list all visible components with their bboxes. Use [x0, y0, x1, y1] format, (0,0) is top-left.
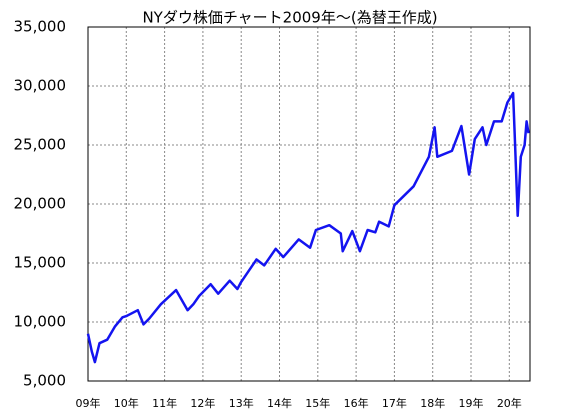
x-tick-label: 14年 — [267, 396, 292, 410]
x-tick-label: 09年 — [76, 396, 101, 410]
data-line — [86, 91, 530, 364]
y-tick-label: 25,000 — [14, 136, 67, 154]
x-tick-label: 17年 — [382, 396, 407, 410]
y-tick-label: 15,000 — [14, 254, 67, 272]
x-tick-label: 15年 — [305, 396, 330, 410]
x-tick-label: 20年 — [497, 396, 522, 410]
y-tick-label: 5,000 — [23, 372, 66, 390]
x-tick-label: 18年 — [420, 396, 445, 410]
y-tick-label: 10,000 — [14, 313, 67, 331]
x-tick-label: 19年 — [459, 396, 484, 410]
y-tick-label: 35,000 — [14, 18, 67, 36]
chart-title: NYダウ株価チャート2009年～(為替王作成) — [142, 9, 437, 27]
x-tick-label: 16年 — [344, 396, 369, 410]
x-tick-label: 11年 — [152, 396, 177, 410]
x-tick-label: 12年 — [190, 396, 215, 410]
x-tick-label: 10年 — [114, 396, 139, 410]
y-tick-label: 30,000 — [14, 77, 67, 95]
y-tick-label: 20,000 — [14, 195, 67, 213]
x-tick-label: 13年 — [229, 396, 254, 410]
plot-frame — [87, 26, 531, 382]
